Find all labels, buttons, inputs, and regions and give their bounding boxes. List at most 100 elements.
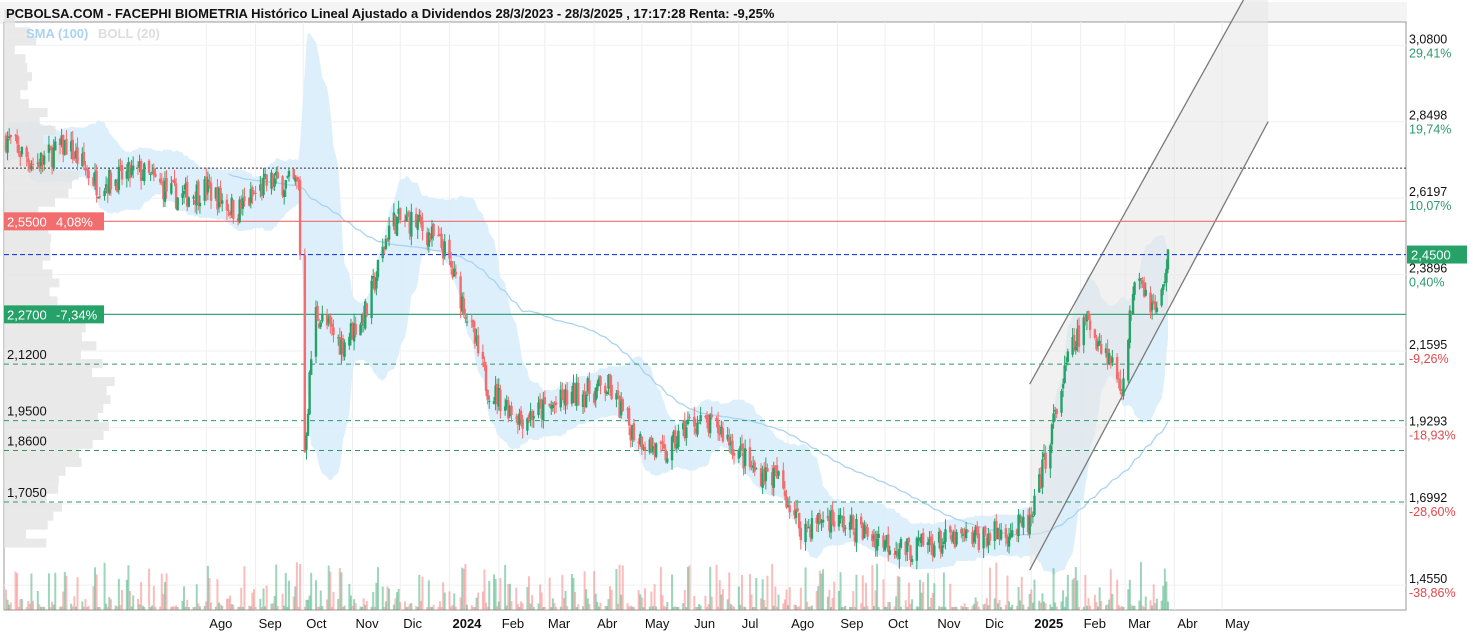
candle-body (236, 217, 240, 221)
candle-body (763, 469, 766, 483)
volume-profile-bar (4, 188, 69, 198)
volume-bar (661, 595, 664, 610)
volume-bar (51, 601, 54, 610)
volume-bar (675, 606, 678, 610)
volume-bar (575, 606, 578, 610)
candle-body (276, 172, 280, 179)
volume-bar (19, 599, 22, 610)
volume-bar (272, 603, 275, 610)
candle-body (119, 164, 122, 166)
candle-body (419, 216, 423, 224)
volume-bar (499, 577, 502, 610)
volume-bar (683, 589, 686, 610)
volume-profile-bar (4, 430, 104, 440)
candle-body (1120, 392, 1124, 396)
volume-bar (427, 580, 430, 610)
volume-bar (338, 568, 341, 610)
volume-bar (586, 598, 589, 610)
candle-body (731, 440, 734, 455)
volume-profile-bar (4, 179, 72, 189)
volume-bar (1139, 562, 1142, 610)
candle-body (6, 138, 9, 153)
volume-bar (349, 595, 352, 610)
candle-body (106, 186, 109, 194)
volume-bar (955, 606, 958, 610)
volume-bar (140, 582, 143, 610)
candle-body (1109, 356, 1112, 364)
volume-bar (421, 576, 424, 610)
candle-body (726, 434, 729, 440)
candle-body (753, 462, 756, 472)
candle-body (1026, 514, 1030, 533)
candle-body (597, 378, 601, 387)
volume-bar (1119, 606, 1122, 610)
candle-body (1053, 410, 1057, 412)
candle-body (308, 372, 311, 415)
candle-body (774, 465, 777, 469)
candle-body (492, 400, 496, 404)
volume-bar (194, 606, 197, 610)
candle-body (125, 171, 129, 179)
candle-body (685, 427, 688, 439)
candle-body (395, 216, 399, 236)
volume-bar (438, 601, 441, 610)
volume-bar (938, 606, 941, 610)
volume-bar (748, 574, 751, 610)
candle-body (866, 527, 869, 537)
candle-body (360, 313, 364, 324)
candle-body (964, 529, 968, 539)
volume-bar (128, 591, 131, 610)
candle-body (1015, 529, 1019, 535)
volume-bar (415, 605, 418, 610)
candle-body (681, 423, 685, 430)
volume-bar (38, 604, 41, 610)
legend-boll[interactable]: BOLL (20) (98, 26, 160, 41)
volume-bar (642, 606, 645, 610)
candle-body (955, 532, 958, 545)
candle-body (987, 533, 990, 546)
volume-bar (219, 604, 222, 610)
candle-body (677, 430, 680, 447)
volume-bar (292, 596, 295, 610)
legend-sma[interactable]: SMA (100) (26, 26, 89, 41)
volume-bar (1063, 606, 1066, 610)
candle-body (297, 178, 300, 182)
volume-profile-bar (4, 341, 97, 351)
volume-bar (718, 580, 721, 610)
candle-body (783, 490, 787, 497)
volume-bar (1008, 601, 1011, 610)
candle-body (147, 160, 151, 173)
candle-body (348, 336, 351, 346)
volume-bar (750, 594, 753, 610)
volume-bar (950, 606, 953, 610)
candle-body (688, 416, 691, 418)
volume-bar (960, 605, 963, 610)
volume-bar (663, 605, 666, 610)
candle-body (872, 536, 876, 539)
volume-bar (86, 606, 89, 610)
volume-bar (221, 605, 224, 610)
volume-bar (882, 579, 885, 610)
volume-profile-bar (4, 63, 28, 73)
volume-bar (181, 601, 184, 610)
candle-body (564, 389, 567, 406)
candle-body (128, 164, 132, 179)
candle-body (39, 153, 43, 166)
volume-bar (1060, 601, 1063, 610)
volume-bar (853, 606, 856, 610)
volume-bar (195, 584, 198, 610)
support-label-pct: -7,34% (56, 307, 98, 322)
candle-body (364, 301, 367, 329)
volume-bar (909, 603, 912, 610)
candle-body (654, 443, 658, 457)
volume-bar (884, 606, 887, 610)
candle-body (985, 537, 988, 547)
candle-body (426, 232, 429, 246)
candle-body (982, 528, 985, 549)
volume-bar (1098, 587, 1101, 610)
candle-body (1050, 424, 1054, 445)
candle-body (1154, 302, 1157, 310)
volume-bar (1030, 589, 1033, 610)
volume-bar (842, 606, 845, 610)
